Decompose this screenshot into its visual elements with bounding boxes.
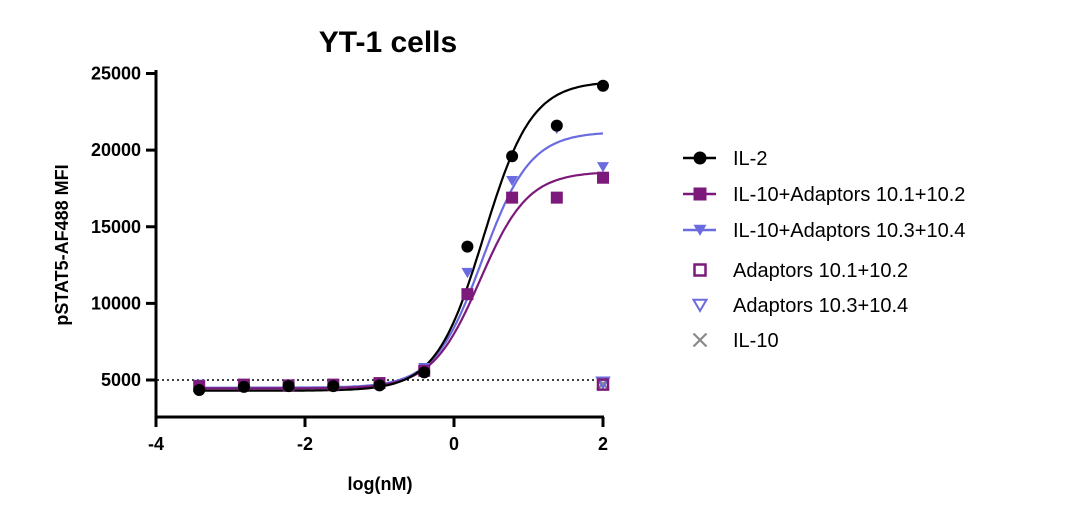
plot-area [157,79,611,396]
data-point [461,240,474,253]
data-point [282,380,295,393]
data-point [506,150,519,163]
legend-item: Adaptors 10.1+10.2 [693,260,908,282]
x-tick-label: 2 [598,434,608,454]
data-point [193,383,206,396]
legend-label: Adaptors 10.3+10.4 [733,295,908,317]
data-point [550,119,563,132]
fit-curve-3 [197,132,604,389]
data-point [461,267,474,279]
y-tick-label: 15000 [91,217,141,237]
x-axis-label: log(nM) [348,474,413,494]
fit-curve-1 [197,82,604,392]
data-point [237,380,250,393]
legend-item: Adaptors 10.3+10.4 [691,295,908,317]
legend-label: IL-10+Adaptors 10.3+10.4 [733,220,965,242]
data-point [327,380,340,393]
legend-marker [693,187,707,201]
data-point [373,379,386,392]
data-point [506,191,519,204]
y-tick-label: 10000 [91,293,141,313]
data-point [597,171,609,184]
data-point [461,288,474,301]
legend-marker [692,332,708,348]
data-point [597,162,609,173]
y-axis-label: pSTAT5-AF488 MFI [52,164,72,325]
legend-item: IL-10+Adaptors 10.1+10.2 [683,184,965,206]
legend-item: IL-10+Adaptors 10.3+10.4 [683,220,965,242]
legend-item: IL-10 [692,330,779,352]
data-point [596,378,610,391]
legend-marker [693,263,707,277]
legend-marker [693,151,707,165]
data-point [597,79,609,92]
fit-curve-2 [197,171,604,390]
legend-label: IL-10+Adaptors 10.1+10.2 [733,184,965,206]
legend-marker [693,224,707,236]
legend-marker [691,298,709,313]
legend-item: IL-2 [683,148,767,170]
x-axis-ticks: -4 -2 0 2 [148,417,608,454]
data-point [595,376,611,390]
data-point [550,191,563,204]
legend-label: IL-2 [733,148,767,170]
legend: IL-2 IL-10+Adaptors 10.1+10.2 IL-10+Adapto… [683,148,965,352]
data-point [418,366,431,379]
x-tick-label: 0 [449,434,459,454]
data-point [506,175,519,187]
chart-title: YT-1 cells [319,26,457,59]
y-tick-label: 5000 [101,370,141,390]
y-tick-label: 20000 [91,140,141,160]
x-tick-label: -4 [148,434,164,454]
y-tick-label: 25000 [91,64,141,84]
legend-label: IL-10 [733,330,779,352]
legend-label: Adaptors 10.1+10.2 [733,260,908,282]
y-axis-ticks: 5000 10000 15000 20000 25000 [91,64,156,390]
x-tick-label: -2 [297,434,313,454]
